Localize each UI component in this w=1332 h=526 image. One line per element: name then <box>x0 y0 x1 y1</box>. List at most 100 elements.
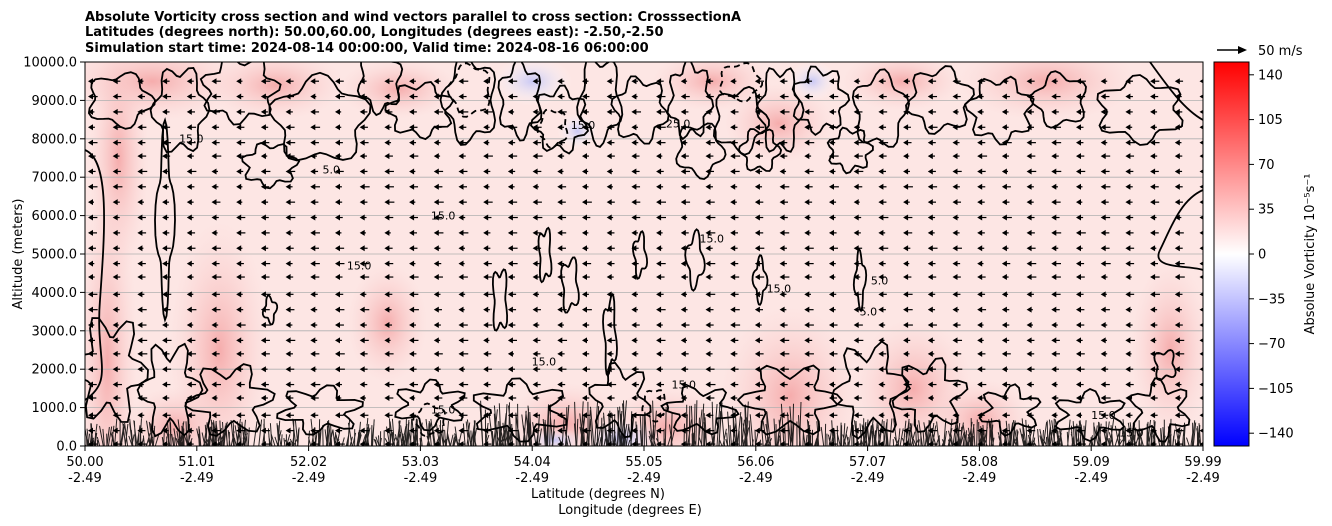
wind-vector-head <box>952 274 958 281</box>
wind-vector-head <box>186 381 192 388</box>
wind-vector-head <box>137 366 143 373</box>
wind-vector <box>730 199 737 206</box>
wind-vector-head <box>977 124 983 131</box>
wind-vector-head <box>1100 427 1106 434</box>
wind-vector <box>680 229 689 236</box>
wind-vector <box>656 306 666 313</box>
wind-vector-head <box>1199 140 1203 145</box>
wind-vector <box>359 260 369 267</box>
wind-vector <box>359 322 367 329</box>
wind-vector <box>903 78 910 85</box>
wind-vector-head <box>1051 78 1057 85</box>
wind-vector <box>458 229 469 236</box>
wind-vector-head <box>1026 381 1032 388</box>
wind-vector <box>112 381 122 388</box>
wind-vector-head <box>532 306 538 313</box>
wind-vector <box>631 183 641 190</box>
wind-vector-head <box>705 291 711 298</box>
wind-vector-head <box>483 93 489 100</box>
wind-vector-head <box>582 381 587 388</box>
wind-vector <box>1125 366 1134 373</box>
wind-vector-head <box>977 306 983 313</box>
wind-vector-head <box>1076 108 1081 115</box>
wind-vector <box>112 108 123 115</box>
wind-vector-head <box>359 93 365 100</box>
x-tick-label-longitude: -2.49 <box>739 471 773 486</box>
wind-vector <box>359 427 370 434</box>
wind-vector <box>853 93 862 100</box>
wind-vector-head <box>285 183 291 190</box>
wind-vector <box>853 139 863 146</box>
wind-vector-head <box>705 229 711 236</box>
wind-vector <box>754 229 764 236</box>
wind-vector-head <box>903 427 909 434</box>
contour-positive <box>576 62 624 148</box>
wind-vector <box>260 441 271 446</box>
wind-vector <box>582 427 591 434</box>
wind-vector <box>88 124 95 131</box>
wind-vector <box>260 124 269 131</box>
wind-vector-head <box>260 381 266 388</box>
wind-vector <box>1100 260 1111 267</box>
wind-vector-head <box>804 108 810 115</box>
wind-vector <box>112 153 120 160</box>
wind-vector <box>532 274 541 281</box>
wind-vector-head <box>1174 441 1180 446</box>
wind-vector <box>1076 427 1086 434</box>
wind-vector-head <box>384 183 390 190</box>
wind-vector <box>186 214 194 221</box>
wind-vector-head <box>631 427 637 434</box>
wind-vector <box>359 350 368 357</box>
wind-vector-head <box>754 381 760 388</box>
wind-vector <box>507 366 515 373</box>
wind-vector-head <box>384 337 390 344</box>
wind-vector <box>680 337 687 344</box>
wind-vector <box>384 427 393 434</box>
wind-vector-head <box>878 139 884 146</box>
wind-vector <box>1076 139 1084 146</box>
x-axis: 50.00-2.4951.01-2.4952.02-2.4953.03-2.49… <box>66 446 1222 486</box>
wind-vector <box>483 366 492 373</box>
wind-vector-head <box>137 322 143 329</box>
wind-vector <box>779 245 787 252</box>
wind-vector <box>335 441 345 446</box>
contour-positive <box>87 71 156 130</box>
wind-vector-head <box>310 108 316 115</box>
wind-vector <box>88 153 96 160</box>
wind-vector-head <box>1125 139 1131 146</box>
wind-vector-head <box>137 139 143 146</box>
wind-vector <box>1100 108 1109 115</box>
wind-vector <box>1125 395 1133 401</box>
wind-vector-head <box>384 229 390 236</box>
wind-vector <box>458 108 469 115</box>
wind-vector <box>458 183 468 190</box>
wind-vector-head <box>730 337 736 344</box>
wind-vector-head <box>853 78 859 85</box>
wind-vector <box>384 245 393 252</box>
wind-vector <box>804 337 813 344</box>
wind-vector <box>927 153 935 160</box>
wind-vector <box>1150 306 1158 313</box>
wind-vector-head <box>557 245 563 252</box>
wind-vector-head <box>1100 168 1106 175</box>
wind-vector <box>260 412 271 419</box>
wind-vector <box>335 337 342 344</box>
wind-vector-head <box>88 412 93 419</box>
quiver-key-arrowhead <box>1238 46 1247 54</box>
wind-vector <box>1199 200 1203 205</box>
wind-vector <box>458 322 468 329</box>
wind-vector <box>680 306 688 313</box>
wind-vector <box>977 229 985 236</box>
wind-vector <box>384 381 395 388</box>
wind-vector <box>458 199 467 206</box>
wind-vector-head <box>1150 366 1156 373</box>
wind-vector-head <box>952 395 958 401</box>
wind-vector-head <box>285 381 291 388</box>
wind-vector <box>557 366 567 373</box>
wind-vector <box>384 322 393 329</box>
wind-vector-head <box>606 214 612 221</box>
wind-vector <box>631 214 641 221</box>
wind-vector-head <box>260 229 266 236</box>
wind-vector-head <box>1125 93 1131 100</box>
wind-vector <box>162 168 169 175</box>
